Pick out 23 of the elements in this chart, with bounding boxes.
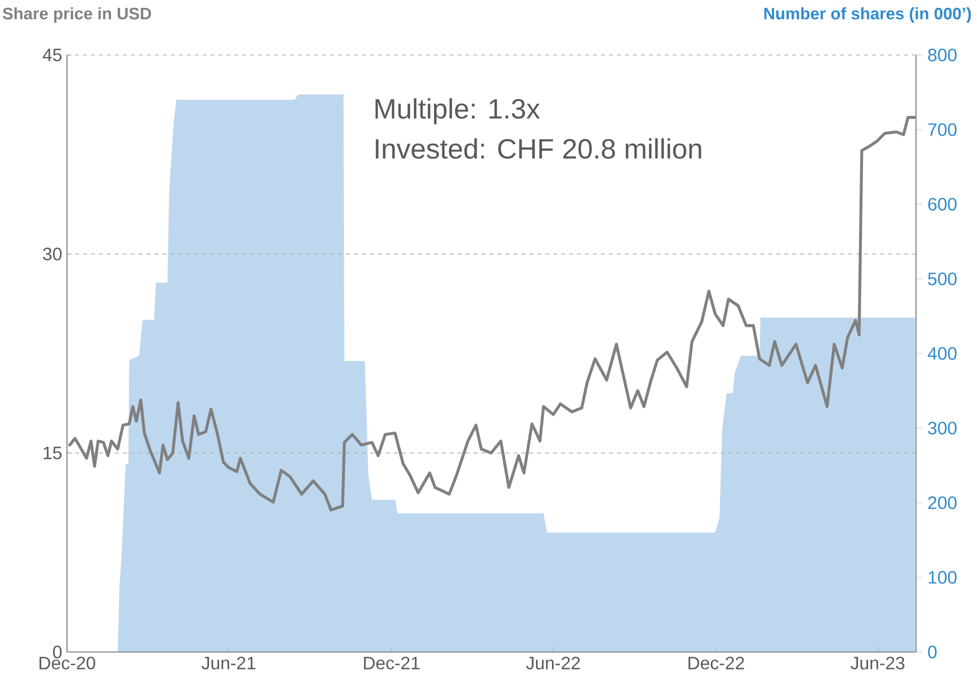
y2-tick-label: 600 [928, 198, 957, 211]
y2-tick-label: 0 [928, 646, 937, 658]
x-tick-label: Dec-21 [364, 656, 420, 670]
y-tick-label: 0 [53, 646, 62, 658]
y-tick-label: 15 [44, 446, 62, 460]
y-axis-title: Share price in USD [2, 7, 152, 23]
x-tick-label: Dec-20 [40, 656, 96, 670]
y2-tick-label: 100 [928, 571, 957, 584]
x-tick-label: Jun-23 [850, 656, 904, 670]
y2-tick-label: 800 [928, 48, 957, 62]
y2-tick-label: 300 [928, 422, 957, 434]
y2-tick-label: 500 [928, 272, 957, 286]
y-tick-label: 45 [42, 48, 62, 62]
y2-tick-label: 200 [928, 496, 957, 510]
y2-axis-title: Number of shares (in 000’) [764, 7, 971, 23]
annotation: Invested: CHF 20.8 million [376, 138, 702, 159]
annotation: Multiple: 1.3x [376, 98, 540, 124]
y2-tick-label: 700 [928, 123, 957, 136]
x-tick-label: Dec-22 [688, 656, 744, 670]
x-tick-label: Jun-21 [202, 656, 256, 670]
y-tick-label: 30 [43, 248, 62, 260]
x-tick-label: Jun-22 [526, 656, 580, 670]
y2-tick-label: 400 [928, 347, 957, 360]
